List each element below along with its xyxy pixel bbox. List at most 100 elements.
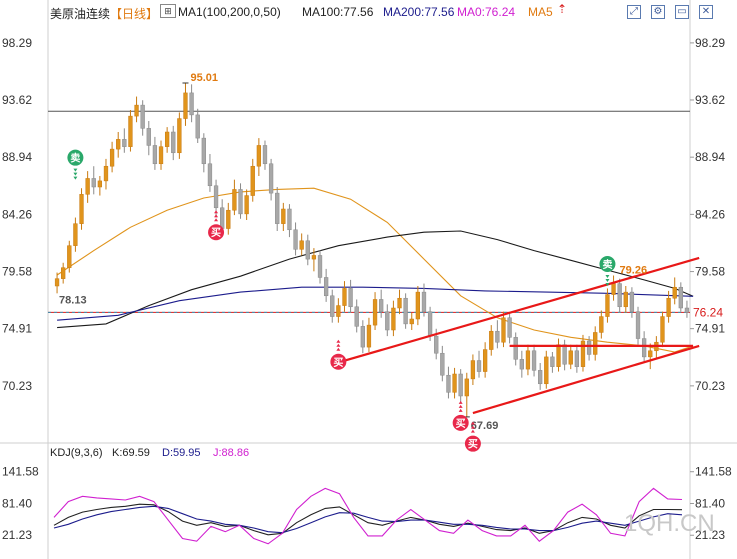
candle [464,372,469,417]
down-arrow-icon [605,275,610,278]
price-annotation: 67.69 [471,420,499,432]
candle [238,183,243,219]
up-arrow-icon [458,400,463,404]
up-arrow-icon [336,347,341,351]
candle [189,84,194,123]
candle-body [519,359,524,370]
candle-body [342,288,347,306]
candle-body [79,194,84,224]
buy-signal-badge [452,414,469,431]
candle-body [605,294,610,317]
candle-body [354,306,359,327]
candle [538,363,543,390]
candle [323,268,329,302]
candle-body [73,223,78,246]
y-tick-label-left: 79.58 [2,265,32,279]
candle [73,217,78,252]
candle [67,240,72,273]
gear-icon[interactable]: ⚙ [651,5,665,19]
candle [421,283,427,317]
candle [684,300,690,318]
candle [116,132,121,158]
candle-body [684,307,690,313]
candle [446,366,451,399]
window-icon[interactable]: ▭ [675,5,689,19]
candle-body [568,350,573,365]
candle-body [323,277,329,297]
candle-body [372,299,378,326]
expand-icon[interactable]: ⤢ [627,5,641,19]
y-tick-label-right: 84.26 [695,207,725,221]
sell-signal: 卖 [599,256,616,286]
up-arrow-icon [214,214,219,218]
candle-body [195,114,200,139]
candle-body [109,148,115,167]
candle [672,277,677,305]
candle [348,279,353,313]
candle-body [61,267,66,279]
buy-signal: 买 [330,339,347,370]
kdj-header: KDJ(9,3,6) K:69.59 D:59.95 J:88.86 [0,446,737,462]
candle [256,138,262,176]
candle [586,336,592,361]
candle-body [122,139,127,147]
candle-body [550,356,555,367]
candle [629,287,635,318]
y-tick-label-right: 93.62 [695,93,725,107]
candle-body [495,330,500,343]
candle-body [507,317,512,338]
candle-body [482,349,488,372]
candle-body [562,344,567,365]
candle [336,298,341,323]
candle-body [580,340,586,367]
buy-signal-badge [208,224,225,241]
candle-body [379,299,384,312]
candle [489,325,494,356]
candle [580,334,586,372]
candle-body [348,288,353,308]
candle-body [54,278,60,287]
candle [440,345,445,382]
arrow-up-icon: ⇡ [557,2,568,16]
close-icon[interactable]: ✕ [699,5,713,19]
candle [293,222,298,256]
candle-body [146,128,151,146]
candle [164,127,170,153]
kdj-tick-label-left: 81.40 [2,496,32,510]
candle-body [226,209,231,229]
candle [330,289,335,323]
candle [519,350,524,378]
candle-body [213,185,219,209]
candle [470,354,476,385]
up-arrow-icon [336,339,341,343]
price-annotation: 79.26 [620,264,648,276]
ma100-value: MA100:77.56 [302,5,374,19]
candle [79,188,84,230]
candle [54,272,60,294]
candle-body [171,131,176,154]
candle [250,158,255,202]
last-price-box [691,304,737,321]
signal-label: 卖 [602,258,612,271]
candle [287,204,292,238]
candle [482,342,488,378]
candle-body [244,195,249,215]
candle [415,286,421,326]
kdj-tick-label-right: 21.23 [695,528,725,542]
candle-body [611,283,616,295]
candle-body [232,189,237,211]
candle [232,179,237,216]
period-label[interactable]: 【日线】 [110,7,159,21]
y-tick-label-left: 93.62 [2,93,32,107]
candle [281,202,286,231]
candle [171,125,176,161]
candle [201,133,206,173]
candle [562,339,567,371]
buy-signal: 买 [208,210,225,241]
indicator-icon[interactable]: ⊞ [160,4,176,18]
candle-body [409,318,414,325]
candle-body [293,229,298,250]
price-annotation: 78.13 [59,294,87,306]
candle [568,344,573,370]
